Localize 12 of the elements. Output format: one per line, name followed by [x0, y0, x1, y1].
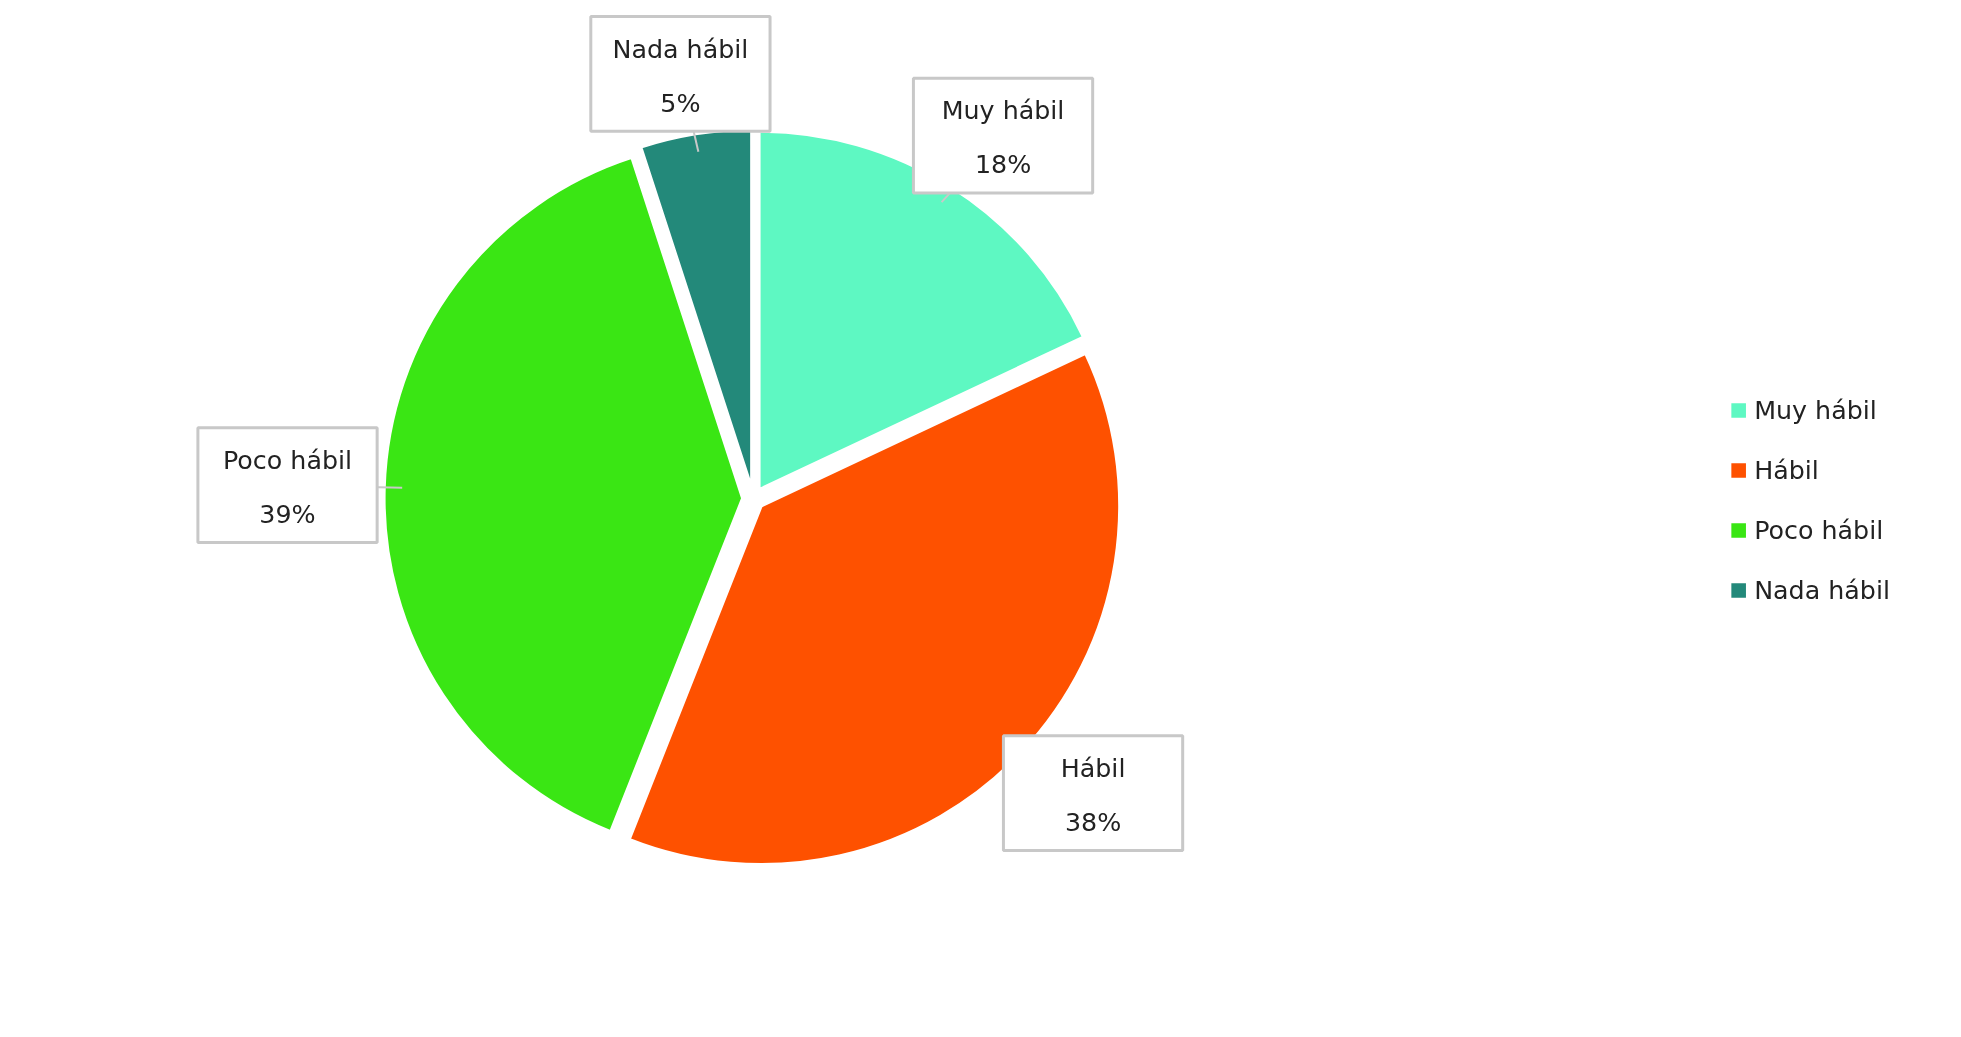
slice-label: Hábil [1060, 753, 1126, 784]
data-label: 18% [974, 149, 1032, 180]
data-label: 39% [259, 498, 316, 529]
data-label: 5% [660, 87, 701, 118]
slice-label: Nada hábil [612, 33, 749, 64]
data-label: 38% [1064, 806, 1122, 837]
legend-label: Poco hábil [1754, 515, 1884, 545]
slice-label: Muy hábil [941, 95, 1065, 126]
legend-label: Hábil [1754, 455, 1819, 485]
legend-label: Muy hábil [1754, 395, 1877, 425]
legend-label: Nada hábil [1754, 575, 1890, 605]
slice-label: Poco hábil [222, 445, 353, 476]
